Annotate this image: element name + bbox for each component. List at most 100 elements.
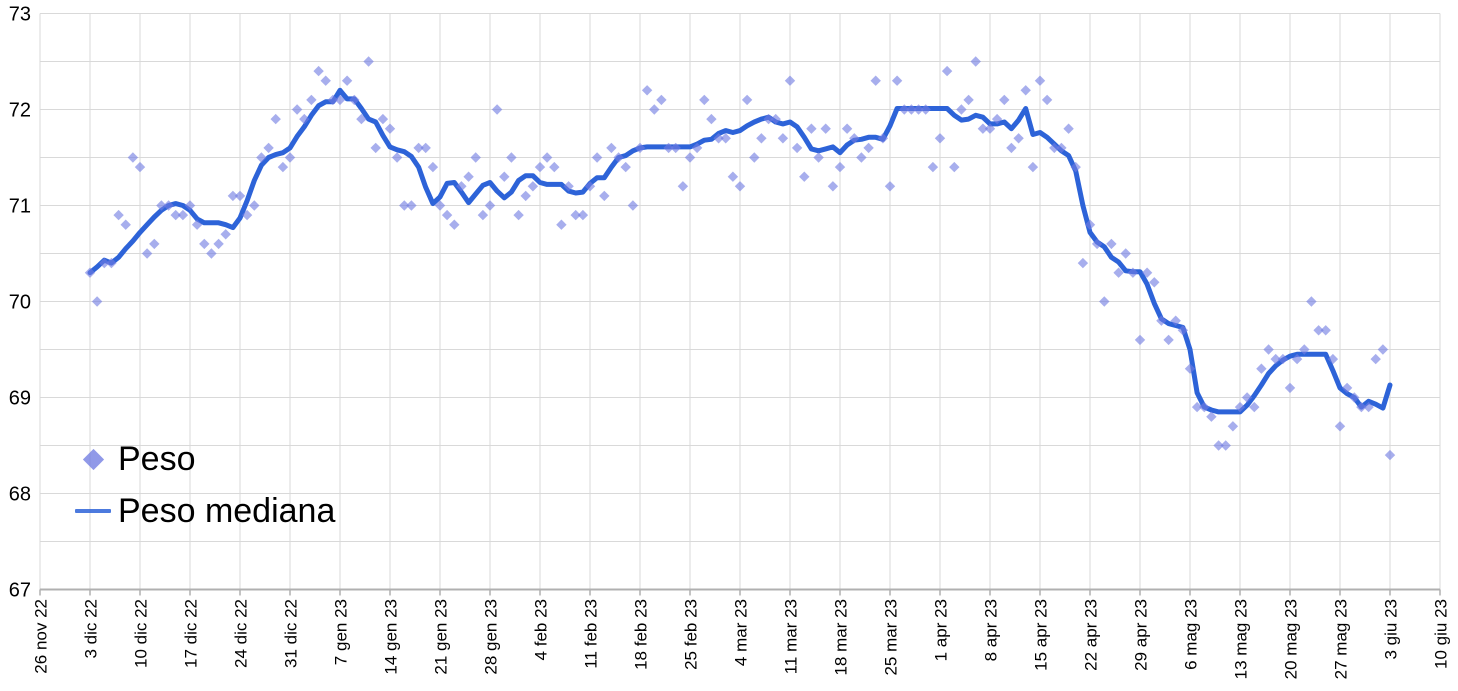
scatter-point — [506, 152, 517, 163]
scatter-point — [1084, 219, 1096, 230]
scatter-point — [213, 238, 224, 250]
scatter-point — [1270, 353, 1281, 365]
x-axis-label: 31 dic 22 — [282, 599, 301, 668]
scatter-point — [1127, 267, 1139, 278]
scatter-point — [656, 94, 667, 106]
scatter-point — [1227, 421, 1239, 432]
scatter-point — [270, 113, 281, 125]
scatter-point — [84, 267, 96, 278]
x-axis-label: 10 giu 23 — [1432, 599, 1451, 669]
scatter-point — [356, 113, 367, 125]
scatter-point — [1199, 401, 1210, 413]
scatter-point — [1106, 238, 1117, 250]
y-axis-label: 67 — [9, 580, 31, 602]
scatter-point — [463, 171, 474, 182]
scatter-point — [263, 142, 274, 154]
scatter-point — [477, 209, 489, 221]
scatter-point — [684, 152, 696, 163]
scatter-point — [970, 56, 981, 67]
scatter-point — [456, 181, 467, 192]
scatter-point — [120, 219, 131, 230]
scatter-point — [334, 94, 346, 106]
scatter-point — [820, 123, 831, 134]
scatter-point — [977, 123, 989, 134]
scatter-point — [1034, 75, 1046, 86]
scatter-point — [391, 152, 403, 163]
scatter-point — [349, 94, 360, 106]
scatter-point — [563, 181, 574, 192]
x-axis-label: 15 apr 23 — [1032, 599, 1051, 671]
scatter-point — [570, 209, 581, 221]
scatter-point — [777, 133, 789, 144]
scatter-point — [670, 142, 681, 154]
scatter-point — [927, 161, 939, 173]
scatter-point — [641, 85, 653, 96]
scatter-point — [1177, 325, 1189, 336]
scatter-point — [1249, 401, 1260, 413]
scatter-point — [177, 209, 189, 221]
scatter-point — [156, 200, 167, 211]
scatter-point — [1027, 161, 1039, 173]
scatter-point — [1206, 411, 1217, 422]
scatter-point — [327, 94, 339, 106]
scatter-point — [1113, 267, 1124, 278]
scatter-point — [1006, 142, 1017, 154]
scatter-point — [556, 219, 567, 230]
scatter-point — [1077, 257, 1089, 269]
x-axis-label: 21 gen 23 — [432, 599, 451, 675]
scatter-point — [949, 161, 960, 173]
scatter-point — [941, 65, 953, 77]
x-axis-label: 28 gen 23 — [482, 599, 501, 675]
scatter-point — [149, 238, 160, 250]
scatter-point — [227, 190, 239, 202]
scatter-point — [591, 152, 603, 163]
scatter-point — [241, 209, 253, 221]
scatter-point — [999, 94, 1010, 106]
scatter-point — [1049, 142, 1060, 154]
scatter-point — [1184, 363, 1196, 374]
scatter-point — [499, 171, 510, 182]
scatter-point — [320, 75, 331, 86]
scatter-point — [1063, 123, 1074, 134]
x-axis-label: 3 giu 23 — [1382, 599, 1401, 660]
scatter-point — [770, 113, 781, 125]
scatter-point — [1220, 440, 1231, 451]
scatter-point — [727, 171, 739, 182]
scatter-point — [1256, 363, 1267, 374]
scatter-point — [1327, 353, 1339, 365]
scatter-point — [106, 257, 117, 269]
scatter-point — [163, 200, 174, 211]
legend-label-peso: Peso — [118, 439, 196, 478]
scatter-point — [834, 161, 846, 173]
scatter-point — [899, 104, 910, 115]
scatter-point — [306, 94, 317, 106]
scatter-point — [434, 200, 446, 211]
scatter-point — [1099, 296, 1110, 307]
scatter-point — [1241, 392, 1253, 403]
x-axis-label: 20 mag 23 — [1282, 599, 1301, 679]
scatter-point — [620, 161, 631, 173]
scatter-point — [1299, 344, 1310, 355]
y-axis-label: 73 — [9, 4, 31, 26]
scatter-point — [806, 123, 817, 134]
scatter-point — [799, 171, 810, 182]
scatter-point — [377, 113, 389, 125]
scatter-point — [691, 142, 703, 154]
scatter-point — [141, 248, 153, 259]
y-axis-label: 69 — [9, 388, 31, 410]
scatter-point — [341, 75, 353, 86]
scatter-point — [1277, 353, 1289, 365]
scatter-point — [406, 200, 417, 211]
scatter-point — [549, 161, 560, 173]
scatter-point — [870, 75, 881, 86]
scatter-point — [891, 75, 903, 86]
scatter-point — [363, 56, 374, 67]
x-axis-label: 11 feb 23 — [582, 599, 601, 669]
scatter-point — [599, 190, 610, 202]
legend: Peso Peso mediana — [73, 433, 335, 537]
scatter-point — [284, 152, 296, 163]
scatter-point — [520, 190, 531, 202]
x-axis-label: 25 mar 23 — [882, 599, 901, 676]
x-axis-label: 24 dic 22 — [232, 599, 251, 668]
scatter-point — [484, 200, 496, 211]
